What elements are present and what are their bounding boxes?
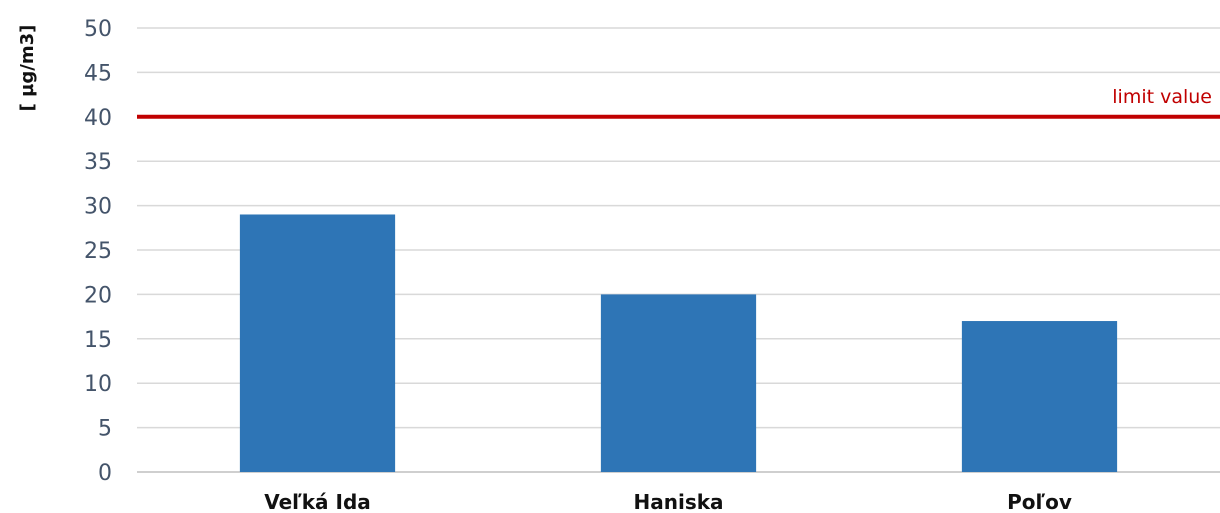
- x-tick-label: Haniska: [633, 490, 723, 513]
- x-tick-label: Veľká Ida: [264, 490, 371, 513]
- y-tick-label: 0: [98, 461, 112, 486]
- limit-line-group: limit value: [137, 86, 1220, 119]
- y-tick-label: 45: [84, 61, 112, 86]
- bar: [961, 321, 1118, 472]
- y-axis-ticks: 0 5 10 15 20 25 30 35 40 45 50: [84, 17, 112, 486]
- x-axis-labels: Veľká Ida Haniska Poľov: [264, 490, 1072, 513]
- y-tick-label: 40: [84, 106, 112, 131]
- y-tick-label: 25: [84, 239, 112, 264]
- limit-line-label: limit value: [1112, 86, 1212, 108]
- y-axis-title: [ µg/m3]: [17, 25, 38, 112]
- y-tick-label: 20: [84, 283, 112, 308]
- y-tick-label: 35: [84, 150, 112, 175]
- bar: [600, 294, 757, 472]
- bar: [239, 214, 396, 473]
- x-tick-label: Poľov: [1007, 490, 1072, 513]
- y-tick-label: 15: [84, 328, 112, 353]
- y-tick-label: 30: [84, 195, 112, 220]
- bars: [239, 214, 1118, 473]
- y-tick-label: 5: [98, 417, 112, 442]
- y-tick-label: 10: [84, 372, 112, 397]
- y-tick-label: 50: [84, 17, 112, 42]
